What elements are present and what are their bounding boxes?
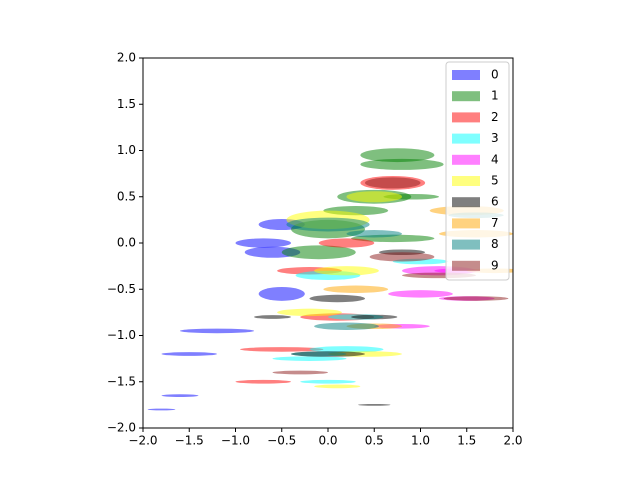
- legend-swatch: [452, 70, 480, 80]
- ellipse: [314, 266, 379, 276]
- legend-label: 2: [491, 110, 499, 124]
- ellipse: [258, 286, 305, 301]
- ellipse: [314, 384, 361, 389]
- x-tick-label: 0.5: [365, 434, 384, 448]
- y-tick-label: 1.0: [117, 143, 136, 157]
- ellipse: [161, 352, 217, 356]
- ellipse: [358, 403, 391, 406]
- y-tick-label: 0.5: [117, 189, 136, 203]
- legend-swatch: [452, 239, 480, 250]
- legend-label: 8: [491, 237, 499, 251]
- ellipse: [272, 370, 328, 375]
- ellipse: [286, 217, 370, 232]
- ellipse: [323, 285, 389, 293]
- ellipse: [272, 356, 347, 361]
- ellipse: [277, 308, 342, 317]
- y-tick-label: −1.0: [107, 328, 136, 342]
- legend-label: 5: [491, 174, 499, 188]
- x-tick-label: 0.0: [318, 434, 337, 448]
- ellipse: [346, 230, 402, 238]
- ellipse: [180, 328, 254, 334]
- y-tick-label: 1.5: [117, 97, 136, 111]
- ellipse: [240, 347, 324, 352]
- ellipse: [351, 314, 398, 320]
- ellipse: [309, 294, 365, 303]
- legend-swatch: [452, 260, 480, 271]
- legend-label: 3: [491, 131, 499, 145]
- y-tick-label: 0.0: [117, 236, 136, 250]
- legend-swatch: [452, 154, 480, 165]
- legend-swatch: [452, 112, 480, 123]
- ellipse: [443, 296, 509, 301]
- ellipse: [235, 379, 291, 384]
- x-tick-label: 1.5: [457, 434, 476, 448]
- legend: 0 1 2 3 4 5 6 7 8 9: [445, 61, 510, 281]
- legend-swatch: [452, 218, 480, 229]
- legend-label: 1: [491, 89, 499, 103]
- ellipse: [369, 252, 435, 262]
- x-tick-label: 2.0: [503, 434, 522, 448]
- ellipse: [254, 315, 291, 319]
- ellipse: [314, 322, 379, 330]
- ellipse: [309, 346, 384, 353]
- y-tick-label: −0.5: [107, 282, 136, 296]
- legend-label: 7: [491, 216, 499, 230]
- y-tick-label: 2.0: [117, 51, 136, 65]
- ellipse: [360, 148, 435, 163]
- legend-label: 9: [491, 258, 499, 272]
- x-tick-label: −1.5: [175, 434, 204, 448]
- ellipse: [161, 394, 199, 398]
- ellipse: [235, 238, 291, 248]
- ellipse: [147, 408, 176, 411]
- x-tick-label: −0.5: [267, 434, 296, 448]
- y-tick-label: −1.5: [107, 374, 136, 388]
- legend-swatch: [452, 133, 480, 144]
- x-tick-label: −2.0: [128, 434, 157, 448]
- ellipse: [360, 158, 444, 170]
- ellipse: [300, 379, 356, 384]
- x-tick-label: 1.0: [411, 434, 430, 448]
- ellipse: [318, 238, 375, 248]
- legend-label: 4: [491, 152, 499, 166]
- y-tick-label: −2.0: [107, 421, 136, 435]
- legend-label: 0: [491, 68, 499, 82]
- ticks: −2.0 −1.5 −1.0 −0.5 0.0 0.5 1.0 1.5 2.0 −2.0 −1.5 −…: [107, 51, 523, 448]
- ellipse: [365, 177, 421, 189]
- plot-area: [147, 148, 513, 411]
- ellipse: [281, 245, 356, 260]
- legend-swatch: [452, 197, 480, 208]
- legend-swatch: [452, 91, 480, 102]
- ellipse: [388, 290, 453, 298]
- ellipse: [346, 191, 402, 203]
- x-tick-label: −1.0: [221, 434, 250, 448]
- ellipse: [291, 351, 347, 357]
- legend-label: 6: [491, 195, 499, 209]
- legend-swatch: [452, 176, 480, 186]
